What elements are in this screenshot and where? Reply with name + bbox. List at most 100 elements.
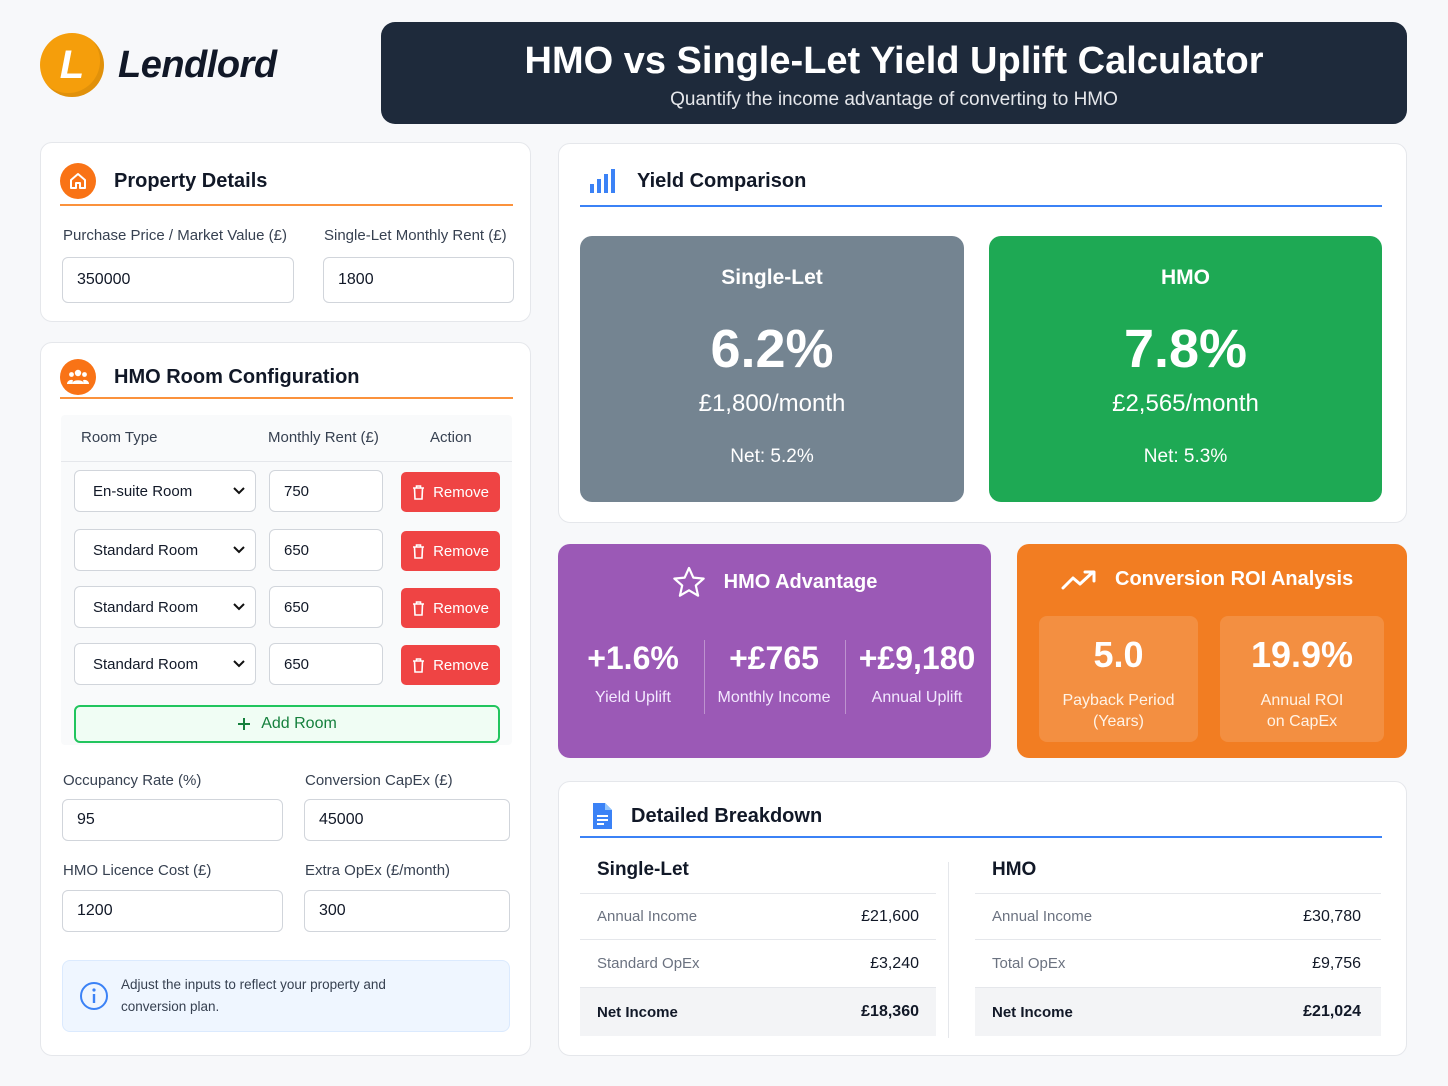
room-type-value: En-suite Room — [93, 482, 193, 500]
room-rent-input[interactable]: 750 — [269, 470, 383, 512]
remove-label: Remove — [433, 656, 489, 674]
add-room-button[interactable]: Add Room — [74, 705, 500, 743]
info-text: Adjust the inputs to reflect your proper… — [121, 977, 386, 1014]
room-type-value: Standard Room — [93, 655, 199, 673]
section-title: Property Details — [114, 169, 268, 192]
row-value: £30,780 — [1303, 907, 1361, 925]
info-icon — [80, 982, 108, 1010]
breakdown-row: Annual Income £30,780 — [975, 894, 1381, 940]
yield-comparison-header: Yield Comparison — [589, 159, 806, 203]
licence-cost-label: HMO Licence Cost (£) — [63, 862, 212, 879]
section-title: HMO Room Configuration — [114, 365, 360, 388]
room-rent-input[interactable]: 650 — [269, 586, 383, 628]
chevron-down-icon — [233, 546, 245, 554]
breakdown-header: Detailed Breakdown — [591, 794, 822, 838]
room-rent-input[interactable]: 650 — [269, 643, 383, 685]
breakdown-column-title: HMO — [975, 846, 1381, 894]
room-table: Room Type Monthly Rent (£) Action En-sui… — [61, 415, 512, 745]
stat-divider — [704, 640, 705, 714]
trash-icon — [413, 484, 425, 500]
breakdown-column-title: Single-Let — [580, 846, 936, 894]
purchase-price-input[interactable]: 350000 — [62, 257, 294, 303]
extra-opex-input[interactable]: 300 — [304, 890, 510, 932]
section-divider — [60, 204, 513, 206]
remove-room-button[interactable]: Remove — [401, 645, 500, 685]
single-let-yield-card: Single-Let 6.2% £1,800/month Net: 5.2% — [580, 236, 964, 502]
hmo-yield-value: 7.8% — [1123, 319, 1248, 379]
col-monthly-rent: Monthly Rent (£) — [268, 429, 379, 446]
row-value: £3,240 — [870, 954, 919, 972]
room-config-card: HMO Room Configuration Room Type Monthly… — [40, 342, 531, 1056]
trash-icon — [413, 543, 425, 559]
brand-name: Lendlord — [118, 43, 277, 86]
trash-icon — [413, 600, 425, 616]
payback-label: Payback Period — [1062, 692, 1175, 709]
room-type-select[interactable]: Standard Room — [74, 643, 256, 685]
section-divider — [60, 397, 513, 399]
stat-label: Monthly Income — [717, 689, 831, 706]
single-let-breakdown: Single-Let Annual Income £21,600 Standar… — [580, 846, 936, 1036]
brand-logo[interactable]: L Lendlord — [40, 32, 300, 98]
conversion-roi-card: Conversion ROI Analysis 5.0 Payback Peri… — [1017, 544, 1407, 758]
trash-icon — [413, 657, 425, 673]
remove-label: Remove — [433, 599, 489, 617]
room-type-select[interactable]: En-suite Room — [74, 470, 256, 512]
hmo-breakdown: HMO Annual Income £30,780 Total OpEx £9,… — [975, 846, 1381, 1036]
extra-opex-label: Extra OpEx (£/month) — [305, 862, 451, 879]
hmo-monthly: £2,565/month — [1112, 390, 1259, 417]
section-title: Conversion ROI Analysis — [1115, 568, 1354, 590]
remove-label: Remove — [433, 483, 489, 501]
breakdown-row: Standard OpEx £3,240 — [580, 940, 936, 988]
breakdown-row: Total OpEx £9,756 — [975, 940, 1381, 988]
occupancy-input[interactable]: 95 — [62, 799, 283, 841]
stat-divider — [845, 640, 846, 714]
hmo-advantage-card: HMO Advantage +1.6% Yield Uplift +£765 M… — [558, 544, 991, 758]
property-details-card: Property Details Purchase Price / Market… — [40, 142, 531, 322]
row-label: Annual Income — [992, 908, 1093, 925]
col-room-type: Room Type — [81, 429, 158, 446]
single-let-monthly: £1,800/month — [698, 390, 846, 417]
row-label: Standard OpEx — [597, 955, 700, 972]
page-header: HMO vs Single-Let Yield Uplift Calculato… — [381, 22, 1407, 124]
capex-label: Conversion CapEx (£) — [305, 772, 453, 789]
room-config-header: HMO Room Configuration — [60, 355, 360, 399]
payback-value: 5.0 — [1093, 634, 1144, 675]
col-action: Action — [430, 429, 472, 446]
document-icon — [593, 803, 612, 829]
room-type-select[interactable]: Standard Room — [74, 586, 256, 628]
column-divider — [948, 862, 949, 1038]
row-value: £18,360 — [861, 1003, 919, 1020]
yield-uplift-stat: +1.6% Yield Uplift — [573, 640, 693, 707]
remove-room-button[interactable]: Remove — [401, 472, 500, 512]
row-label: Net Income — [992, 1003, 1073, 1021]
hmo-label: HMO — [1161, 266, 1210, 289]
yield-comparison-card: Yield Comparison Single-Let 6.2% £1,800/… — [558, 143, 1407, 523]
breakdown-row: Annual Income £21,600 — [580, 894, 936, 940]
room-rent-input[interactable]: 650 — [269, 529, 383, 571]
breakdown-net-row: Net Income £18,360 — [580, 988, 936, 1036]
stat-value: +£765 — [729, 640, 819, 676]
hmo-advantage-header: HMO Advantage — [558, 566, 991, 598]
stat-label: Annual Uplift — [871, 689, 963, 706]
room-type-value: Standard Room — [93, 598, 199, 616]
annual-roi-value: 19.9% — [1250, 634, 1354, 675]
single-let-net: Net: 5.2% — [730, 446, 814, 467]
occupancy-label: Occupancy Rate (%) — [63, 772, 202, 789]
remove-room-button[interactable]: Remove — [401, 531, 500, 571]
payback-unit: (Years) — [1093, 713, 1144, 730]
stat-label: Yield Uplift — [595, 689, 671, 706]
licence-cost-input[interactable]: 1200 — [62, 890, 283, 932]
single-let-rent-label: Single-Let Monthly Rent (£) — [324, 227, 507, 244]
single-let-rent-input[interactable]: 1800 — [323, 257, 514, 303]
row-label: Net Income — [597, 1003, 678, 1021]
hmo-yield-card: HMO 7.8% £2,565/month Net: 5.3% — [989, 236, 1382, 502]
single-let-yield-value: 6.2% — [710, 319, 834, 379]
add-room-label: Add Room — [261, 715, 337, 732]
page-subtitle: Quantify the income advantage of convert… — [670, 89, 1118, 110]
remove-room-button[interactable]: Remove — [401, 588, 500, 628]
stat-value: +£9,180 — [858, 640, 976, 676]
monthly-income-stat: +£765 Monthly Income — [706, 640, 842, 707]
room-type-select[interactable]: Standard Room — [74, 529, 256, 571]
annual-roi-sub: on CapEx — [1266, 713, 1338, 730]
capex-input[interactable]: 45000 — [304, 799, 510, 841]
